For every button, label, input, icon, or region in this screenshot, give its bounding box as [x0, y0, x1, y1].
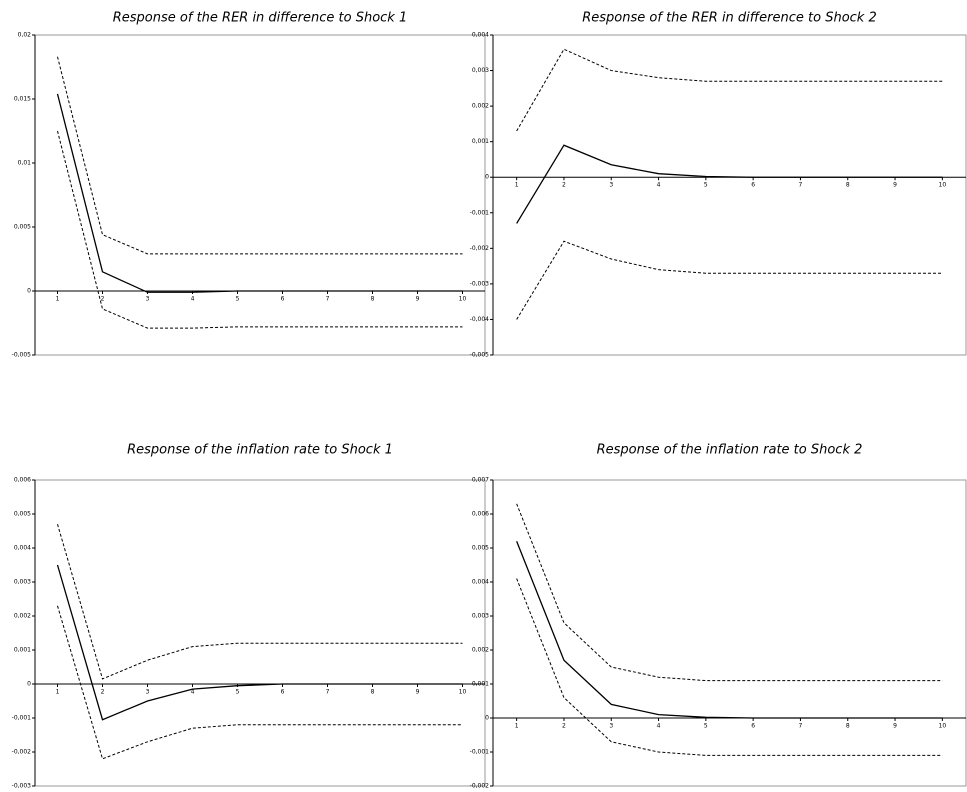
x-tick-label: 2: [101, 296, 105, 303]
y-tick-label: 0,001: [472, 138, 489, 145]
y-tick-label: 0,004: [472, 579, 489, 586]
chart-title: Response of the inflation rate to Shock …: [597, 443, 863, 458]
y-tick-label: -0,001: [470, 749, 490, 756]
y-tick-label: 0,002: [14, 613, 31, 620]
x-tick-label: 6: [281, 689, 285, 696]
x-tick-label: 4: [657, 182, 661, 189]
x-tick-label: 2: [101, 689, 105, 696]
y-tick-label: 0: [27, 681, 31, 688]
x-tick-label: 5: [236, 689, 240, 696]
plot-frame: [34, 479, 486, 787]
chart-title: Response of the RER in difference to Sho…: [113, 11, 408, 26]
x-tick-label: 6: [751, 182, 755, 189]
x-tick-label: 8: [371, 689, 375, 696]
y-tick-label: 0,005: [14, 224, 31, 231]
y-tick-label: 0,006: [472, 511, 489, 518]
x-tick-label: 9: [416, 296, 420, 303]
series-line: [57, 605, 463, 760]
y-tick-label: -0,003: [470, 280, 490, 287]
x-tick-label: 10: [459, 296, 467, 303]
y-tick-label: -0,004: [470, 316, 490, 323]
chart-title: Response of the RER in difference to Sho…: [582, 11, 877, 26]
x-tick-label: 8: [846, 182, 850, 189]
series-line: [516, 578, 943, 756]
series-line: [57, 524, 463, 680]
series-line: [56, 93, 463, 293]
x-tick-label: 10: [939, 182, 947, 189]
y-tick-label: 0,003: [472, 613, 489, 620]
y-tick-label: -0,002: [470, 245, 490, 252]
x-tick-label: 3: [146, 296, 150, 303]
x-tick-label: 9: [416, 689, 420, 696]
x-tick-label: 7: [326, 689, 330, 696]
y-tick-label: 0,005: [14, 511, 31, 518]
y-tick-label: -0,001: [470, 209, 490, 216]
x-tick-label: 1: [56, 689, 60, 696]
x-tick-label: 7: [326, 296, 330, 303]
x-tick-label: 2: [562, 723, 566, 730]
x-tick-label: 5: [704, 723, 708, 730]
series-line: [516, 48, 943, 132]
plot-frame: [492, 479, 967, 787]
y-tick-label: 0,006: [14, 477, 31, 484]
x-tick-label: 5: [704, 182, 708, 189]
series-line: [516, 144, 943, 224]
y-tick-label: 0,004: [472, 32, 489, 39]
y-tick-label: 0: [485, 715, 489, 722]
x-tick-label: 4: [191, 296, 195, 303]
y-tick-label: 0,005: [472, 545, 489, 552]
x-tick-label: 2: [562, 182, 566, 189]
x-tick-label: 3: [609, 723, 613, 730]
y-tick-label: 0,003: [14, 579, 31, 586]
y-tick-label: -0,001: [12, 715, 32, 722]
y-tick-label: 0,001: [14, 647, 31, 654]
x-tick-label: 1: [56, 296, 60, 303]
x-tick-label: 7: [799, 182, 803, 189]
y-tick-label: 0,002: [472, 647, 489, 654]
y-tick-label: 0,02: [18, 32, 32, 39]
series-line: [57, 130, 463, 329]
series-line: [516, 540, 943, 719]
series-line: [516, 240, 943, 320]
y-tick-label: 0,002: [472, 103, 489, 110]
y-tick-label: -0,002: [12, 749, 32, 756]
y-tick-label: 0,001: [472, 681, 489, 688]
x-tick-label: 4: [191, 689, 195, 696]
series-line: [516, 503, 943, 682]
series-line: [56, 564, 463, 721]
y-tick-label: 0,007: [472, 477, 489, 484]
chart-title: Response of the inflation rate to Shock …: [127, 443, 393, 458]
y-tick-label: 0,004: [14, 545, 31, 552]
y-tick-label: -0,002: [470, 783, 490, 790]
x-tick-label: 8: [846, 723, 850, 730]
y-tick-label: 0: [485, 174, 489, 181]
plot-frame: [492, 34, 967, 356]
series-line: [57, 56, 463, 255]
x-tick-label: 9: [893, 723, 897, 730]
x-tick-label: 5: [236, 296, 240, 303]
x-tick-label: 4: [657, 723, 661, 730]
x-tick-label: 3: [609, 182, 613, 189]
y-tick-label: -0,005: [470, 352, 490, 359]
x-tick-label: 6: [751, 723, 755, 730]
y-tick-label: 0,01: [18, 160, 32, 167]
x-tick-label: 10: [939, 723, 947, 730]
x-tick-label: 10: [459, 689, 467, 696]
x-tick-label: 1: [515, 182, 519, 189]
x-tick-label: 6: [281, 296, 285, 303]
x-tick-label: 8: [371, 296, 375, 303]
y-tick-label: -0,005: [12, 352, 32, 359]
y-tick-label: 0: [27, 288, 31, 295]
y-tick-label: 0,003: [472, 67, 489, 74]
y-tick-label: 0,015: [14, 96, 31, 103]
x-tick-label: 1: [515, 723, 519, 730]
x-tick-label: 3: [146, 689, 150, 696]
x-tick-label: 9: [893, 182, 897, 189]
x-tick-label: 7: [799, 723, 803, 730]
y-tick-label: -0,003: [12, 783, 32, 790]
